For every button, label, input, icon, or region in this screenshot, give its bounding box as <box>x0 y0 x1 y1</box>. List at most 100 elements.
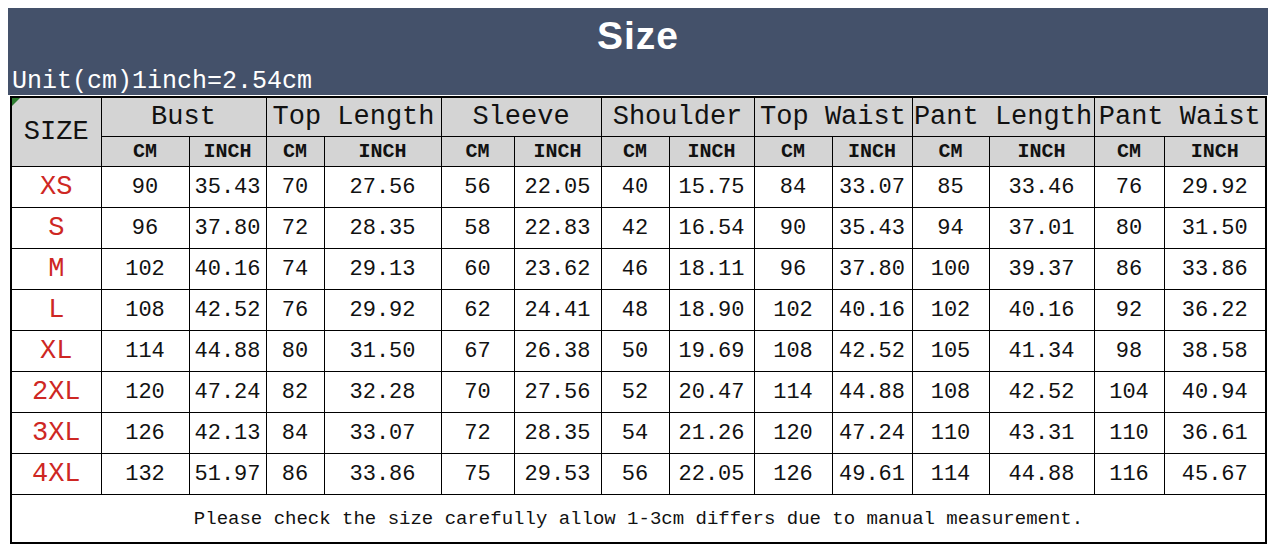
measurement-cell: 96 <box>754 249 832 290</box>
measurement-cell: 29.92 <box>1164 167 1266 208</box>
measurement-cell: 50 <box>601 331 669 372</box>
measurement-cell: 38.58 <box>1164 331 1266 372</box>
measurement-cell: 35.43 <box>189 167 266 208</box>
measurement-cell: 105 <box>912 331 989 372</box>
measurement-cell: 114 <box>754 372 832 413</box>
table-body: XS9035.437027.565622.054015.758433.07853… <box>11 167 1266 495</box>
measurement-cell: 62 <box>441 290 514 331</box>
measurement-cell: 98 <box>1094 331 1164 372</box>
measurement-cell: 40 <box>601 167 669 208</box>
measurement-group-header: Pant Waist <box>1094 97 1266 137</box>
size-label-cell: 2XL <box>11 372 101 413</box>
table-row: M10240.167429.136023.624618.119637.80100… <box>11 249 1266 290</box>
measurement-cell: 40.94 <box>1164 372 1266 413</box>
measurement-cell: 42 <box>601 208 669 249</box>
measurement-cell: 126 <box>754 454 832 495</box>
measurement-cell: 114 <box>101 331 189 372</box>
measurement-cell: 116 <box>1094 454 1164 495</box>
unit-header-row: CMINCHCMINCHCMINCHCMINCHCMINCHCMINCHCMIN… <box>11 137 1266 167</box>
measurement-cell: 42.13 <box>189 413 266 454</box>
measurement-cell: 44.88 <box>189 331 266 372</box>
measurement-group-header: Pant Length <box>912 97 1094 137</box>
measurement-cell: 86 <box>266 454 324 495</box>
measurement-cell: 22.05 <box>514 167 601 208</box>
size-chart-banner: Size Unit(cm)1inch=2.54cm <box>8 8 1268 95</box>
measurement-cell: 108 <box>754 331 832 372</box>
measurement-cell: 29.53 <box>514 454 601 495</box>
cm-unit-header: CM <box>601 137 669 167</box>
table-row: 2XL12047.248232.287027.565220.4711444.88… <box>11 372 1266 413</box>
measurement-cell: 20.47 <box>669 372 754 413</box>
measurement-cell: 36.22 <box>1164 290 1266 331</box>
measurement-cell: 23.62 <box>514 249 601 290</box>
measurement-cell: 44.88 <box>832 372 912 413</box>
measurement-cell: 86 <box>1094 249 1164 290</box>
measurement-cell: 102 <box>101 249 189 290</box>
cm-unit-header: CM <box>912 137 989 167</box>
footer-row: Please check the size carefully allow 1-… <box>11 495 1266 544</box>
measurement-group-header: Bust <box>101 97 266 137</box>
measurement-cell: 27.56 <box>514 372 601 413</box>
measurement-cell: 22.83 <box>514 208 601 249</box>
measurement-cell: 42.52 <box>832 331 912 372</box>
measurement-cell: 90 <box>754 208 832 249</box>
measurement-cell: 126 <box>101 413 189 454</box>
measurement-cell: 56 <box>601 454 669 495</box>
measurement-group-row: SIZE BustTop LengthSleeveShoulderTop Wai… <box>11 97 1266 137</box>
measurement-cell: 47.24 <box>189 372 266 413</box>
size-label-cell: S <box>11 208 101 249</box>
unit-conversion-note: Unit(cm)1inch=2.54cm <box>12 67 312 96</box>
table-row: 4XL13251.978633.867529.535622.0512649.61… <box>11 454 1266 495</box>
table-row: XS9035.437027.565622.054015.758433.07853… <box>11 167 1266 208</box>
measurement-cell: 74 <box>266 249 324 290</box>
measurement-cell: 41.34 <box>989 331 1094 372</box>
measurement-cell: 54 <box>601 413 669 454</box>
inch-unit-header: INCH <box>669 137 754 167</box>
measurement-cell: 70 <box>441 372 514 413</box>
inch-unit-header: INCH <box>514 137 601 167</box>
measurement-cell: 84 <box>266 413 324 454</box>
table-row: XL11444.888031.506726.385019.6910842.521… <box>11 331 1266 372</box>
cm-unit-header: CM <box>441 137 514 167</box>
measurement-cell: 28.35 <box>514 413 601 454</box>
measurement-cell: 52 <box>601 372 669 413</box>
measurement-cell: 48 <box>601 290 669 331</box>
measurement-cell: 110 <box>912 413 989 454</box>
size-label-cell: L <box>11 290 101 331</box>
size-header-label: SIZE <box>24 117 89 147</box>
measurement-cell: 39.37 <box>989 249 1094 290</box>
measurement-cell: 42.52 <box>989 372 1094 413</box>
size-label-cell: 3XL <box>11 413 101 454</box>
measurement-cell: 92 <box>1094 290 1164 331</box>
measurement-group-header: Top Length <box>266 97 441 137</box>
measurement-cell: 80 <box>1094 208 1164 249</box>
measurement-cell: 72 <box>441 413 514 454</box>
measurement-cell: 67 <box>441 331 514 372</box>
measurement-cell: 56 <box>441 167 514 208</box>
measurement-cell: 49.61 <box>832 454 912 495</box>
measurement-cell: 80 <box>266 331 324 372</box>
table-header: SIZE BustTop LengthSleeveShoulderTop Wai… <box>11 97 1266 167</box>
measurement-cell: 33.07 <box>832 167 912 208</box>
measurement-cell: 40.16 <box>832 290 912 331</box>
measurement-cell: 76 <box>266 290 324 331</box>
measurement-cell: 70 <box>266 167 324 208</box>
measurement-group-header: Top Waist <box>754 97 912 137</box>
inch-unit-header: INCH <box>324 137 441 167</box>
measurement-cell: 104 <box>1094 372 1164 413</box>
measurement-cell: 82 <box>266 372 324 413</box>
measurement-cell: 132 <box>101 454 189 495</box>
size-chart-table: SIZE BustTop LengthSleeveShoulderTop Wai… <box>10 96 1267 544</box>
measurement-cell: 31.50 <box>1164 208 1266 249</box>
measurement-cell: 90 <box>101 167 189 208</box>
cm-unit-header: CM <box>101 137 189 167</box>
measurement-cell: 85 <box>912 167 989 208</box>
measurement-cell: 60 <box>441 249 514 290</box>
measurement-cell: 33.46 <box>989 167 1094 208</box>
measurement-cell: 96 <box>101 208 189 249</box>
measurement-cell: 18.11 <box>669 249 754 290</box>
measurement-cell: 33.07 <box>324 413 441 454</box>
measurement-cell: 108 <box>912 372 989 413</box>
measurement-cell: 46 <box>601 249 669 290</box>
cm-unit-header: CM <box>754 137 832 167</box>
